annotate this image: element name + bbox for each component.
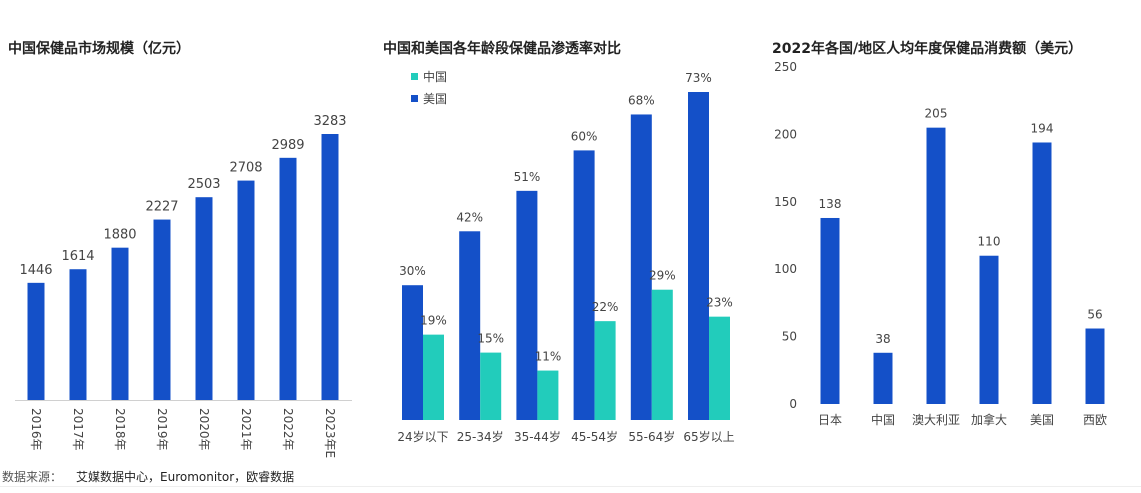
chart3-data-label: 56 (1087, 308, 1102, 322)
legend-label-usa: 美国 (423, 92, 447, 106)
chart1-data-label: 2503 (187, 177, 220, 192)
chart1-data-label: 1614 (61, 249, 94, 264)
chart1-data-label: 2708 (229, 161, 262, 176)
chart2-data-label-china: 11% (535, 350, 562, 364)
chart3-y-tick-label: 200 (774, 127, 797, 141)
chart1-bar (111, 247, 129, 400)
divider (0, 486, 1141, 487)
chart1-x-tick-label: 2018年 (113, 408, 127, 451)
chart2-data-label-usa: 68% (628, 93, 655, 107)
chart1-bar (69, 269, 87, 400)
chart1-bar (27, 282, 45, 400)
chart1-x-tick-label: 2021年 (239, 408, 253, 451)
chart3-bar (1032, 142, 1052, 404)
chart1-x-tick-label: 2022年 (281, 408, 295, 451)
chart1-bar (279, 157, 297, 400)
chart1-x-tick-label: 2016年 (29, 408, 43, 451)
source-text: 艾媒数据中心，Euromonitor，欧睿数据 (76, 470, 295, 484)
chart3-bar (820, 217, 840, 404)
chart3-title: 2022年各国/地区人均年度保健品消费额（美元） (772, 41, 1083, 57)
chart2-title: 中国和美国各年龄段保健品渗透率对比 (383, 41, 621, 57)
chart1-x-tick-label: 2017年 (71, 408, 85, 451)
chart2-x-tick-label: 24岁以下 (397, 429, 448, 444)
chart2-data-label-usa: 42% (456, 210, 483, 224)
chart3-data-label: 205 (925, 107, 948, 121)
chart3-data-label: 110 (978, 235, 1001, 249)
source-label: 数据来源： (2, 470, 63, 484)
chart2-bar-usa (459, 231, 481, 420)
chart1-x-tick-label: 2020年 (197, 408, 211, 451)
chart2-bar-china (709, 316, 730, 420)
chart3-data-label: 38 (875, 332, 890, 346)
chart2-bar-china (537, 370, 559, 420)
chart3-x-tick-label: 澳大利亚 (912, 413, 960, 427)
chart1-data-label: 3283 (313, 114, 346, 129)
chart2-x-tick-label: 35-44岁 (514, 429, 561, 444)
chart2-data-label-usa: 51% (514, 170, 541, 184)
chart2-data-label-china: 23% (706, 296, 733, 310)
chart3-y-tick-label: 50 (782, 330, 797, 344)
legend-label-china: 中国 (423, 69, 447, 84)
chart3-x-tick-label: 日本 (818, 413, 842, 427)
chart2-data-label-usa: 73% (685, 71, 712, 85)
chart2-bar-usa (402, 285, 423, 420)
chart3-y-tick-label: 150 (774, 195, 797, 209)
chart1-bar (237, 180, 255, 400)
chart2-bar-china (651, 289, 673, 420)
chart1-data-label: 2989 (271, 138, 304, 153)
chart2-data-label-china: 29% (649, 269, 676, 283)
data-source: 数据来源： 艾媒数据中心，Euromonitor，欧睿数据 (2, 468, 294, 485)
chart3-bar (926, 127, 946, 404)
chart2-x-tick-label: 25-34岁 (457, 429, 504, 444)
chart1-data-label: 1880 (103, 228, 136, 243)
chart1-bar (195, 197, 213, 400)
chart2-bar-usa (630, 114, 652, 420)
chart1-x-tick-label: 2023年E (323, 408, 337, 458)
chart2-data-label-china: 15% (477, 332, 504, 346)
chart2-bar-usa (573, 150, 595, 421)
chart2-x-tick-label: 45-54岁 (571, 429, 618, 444)
chart1-x-tick-label: 2019年 (155, 408, 169, 451)
chart1-data-label: 2227 (145, 200, 178, 215)
chart3-bar (1085, 328, 1105, 404)
chart3-y-tick-label: 100 (774, 262, 797, 276)
chart3-data-label: 194 (1031, 121, 1054, 135)
chart2-x-tick-label: 65岁以上 (683, 429, 734, 444)
chart3-data-label: 138 (819, 197, 842, 211)
chart1-data-label: 1446 (19, 263, 52, 278)
chart3-x-tick-label: 中国 (871, 412, 895, 427)
chart2-x-tick-label: 55-64岁 (628, 429, 675, 444)
chart3-y-tick-label: 250 (774, 60, 797, 74)
chart3-bar (873, 352, 893, 404)
chart2-bar-china (594, 321, 616, 420)
chart2-data-label-usa: 30% (399, 264, 426, 278)
chart2-data-label-china: 19% (420, 314, 447, 328)
legend-swatch-china (411, 73, 418, 80)
chart2-data-label-china: 22% (592, 300, 619, 314)
chart2-bar-china (480, 352, 502, 420)
chart3-x-tick-label: 美国 (1030, 413, 1054, 427)
chart2-bar-usa (688, 92, 709, 420)
legend-swatch-usa (411, 95, 418, 102)
chart3-y-tick-label: 0 (789, 397, 797, 411)
chart2-data-label-usa: 60% (571, 129, 598, 143)
chart3-x-tick-label: 西欧 (1083, 413, 1107, 427)
chart3-x-tick-label: 加拿大 (971, 412, 1007, 427)
chart1-title: 中国保健品市场规模（亿元） (8, 41, 190, 57)
chart3-bar (979, 255, 999, 404)
chart2-bar-usa (516, 190, 538, 420)
chart1-bar (153, 219, 171, 400)
chart2-bar-china (423, 334, 444, 420)
chart1-bar (321, 134, 339, 400)
